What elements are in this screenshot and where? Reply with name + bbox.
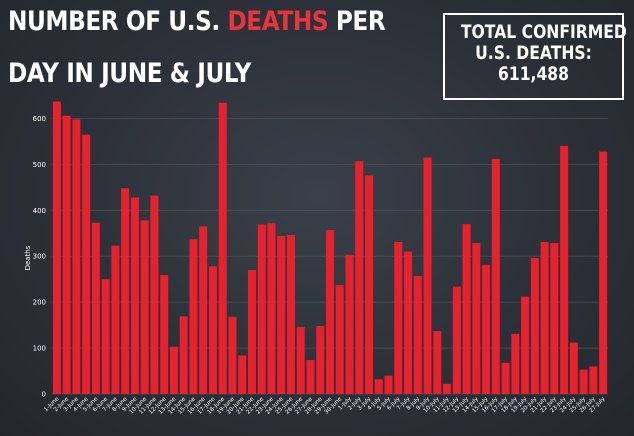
bar-12-July [452, 286, 461, 394]
total-deaths-box: TOTAL CONFIRMED U.S. DEATHS: 611,488 [443, 13, 627, 100]
bar-11-July [443, 383, 452, 394]
bar-18-June [218, 102, 227, 395]
bar-9-June [130, 197, 139, 394]
y-tick-label: 0 [42, 391, 46, 399]
x-axis-ticks: 1-June2-June3-June4-June5-June6-June7-Ju… [43, 396, 607, 416]
bar-16-July [491, 158, 500, 394]
bar-15-June [189, 239, 198, 394]
bars [52, 101, 608, 395]
y-axis-label: Deaths [24, 245, 32, 270]
bar-30-June [335, 285, 344, 394]
bar-29-June [326, 230, 334, 394]
bar-12-June [160, 275, 169, 394]
bar-19-June [228, 316, 237, 394]
bar-28-June [316, 326, 325, 394]
bar-10-July [433, 331, 442, 394]
bar-3-June [72, 119, 81, 395]
bar-26-July [589, 366, 598, 394]
bar-5-June [91, 222, 100, 394]
bar-17-July [501, 362, 510, 394]
bar-24-July [569, 342, 578, 394]
bar-21-July [540, 242, 549, 394]
bar-5-July [384, 375, 393, 394]
bar-24-June [277, 236, 286, 394]
headline-highlight: DEATHS [227, 6, 329, 37]
bar-25-June [286, 235, 295, 394]
total-box-value: 611,488 [498, 63, 569, 85]
bar-3-July [365, 175, 374, 394]
bar-7-June [111, 245, 120, 394]
total-box-label-1: TOTAL CONFIRMED [460, 21, 627, 43]
bar-23-June [267, 223, 276, 394]
headline-text: NUMBER OF U.S. [8, 6, 228, 37]
y-tick-label: 100 [33, 345, 46, 353]
bar-14-June [179, 316, 188, 394]
bar-2-June [62, 115, 71, 394]
bar-4-June [82, 134, 91, 395]
bar-18-July [511, 333, 520, 394]
bar-21-June [247, 270, 256, 394]
bar-8-June [121, 188, 130, 394]
bar-10-June [140, 220, 149, 394]
bar-22-July [550, 242, 559, 394]
bar-19-July [521, 296, 530, 394]
bar-7-July [404, 251, 413, 394]
bar-23-July [560, 146, 569, 394]
bar-17-June [208, 266, 217, 394]
bar-27-July [599, 151, 608, 394]
bar-14-July [472, 242, 481, 394]
bar-2-July [355, 161, 364, 394]
y-tick-label: 600 [33, 115, 46, 123]
bar-1-July [345, 254, 354, 394]
bar-1-June [52, 101, 61, 395]
headline-text-end: PER [328, 6, 386, 37]
bar-16-June [199, 226, 208, 394]
y-tick-label: 400 [33, 207, 46, 215]
bar-8-July [413, 275, 422, 394]
y-tick-label: 200 [33, 299, 46, 307]
bar-25-July [579, 369, 588, 394]
bar-4-July [374, 379, 383, 394]
bar-6-June [101, 279, 110, 394]
bar-27-June [306, 360, 315, 394]
bar-20-June [238, 355, 247, 394]
y-tick-label: 500 [33, 161, 46, 169]
headline-line-2: DAY IN JUNE & JULY [8, 58, 252, 89]
bar-22-June [257, 224, 266, 394]
total-box-label-2: U.S. DEATHS: [475, 42, 592, 64]
bar-11-June [150, 195, 159, 394]
bar-20-July [530, 258, 539, 394]
headline-line-1: NUMBER OF U.S. DEATHS PER [8, 6, 386, 37]
bar-13-July [462, 224, 471, 394]
bar-9-July [423, 157, 432, 394]
bar-6-July [394, 242, 403, 394]
bar-13-June [169, 346, 178, 394]
y-axis-ticks: 0 100 200 300 400 500 600 [33, 115, 46, 399]
y-tick-label: 300 [33, 253, 46, 261]
bar-15-July [482, 264, 491, 394]
bar-26-June [296, 326, 305, 394]
